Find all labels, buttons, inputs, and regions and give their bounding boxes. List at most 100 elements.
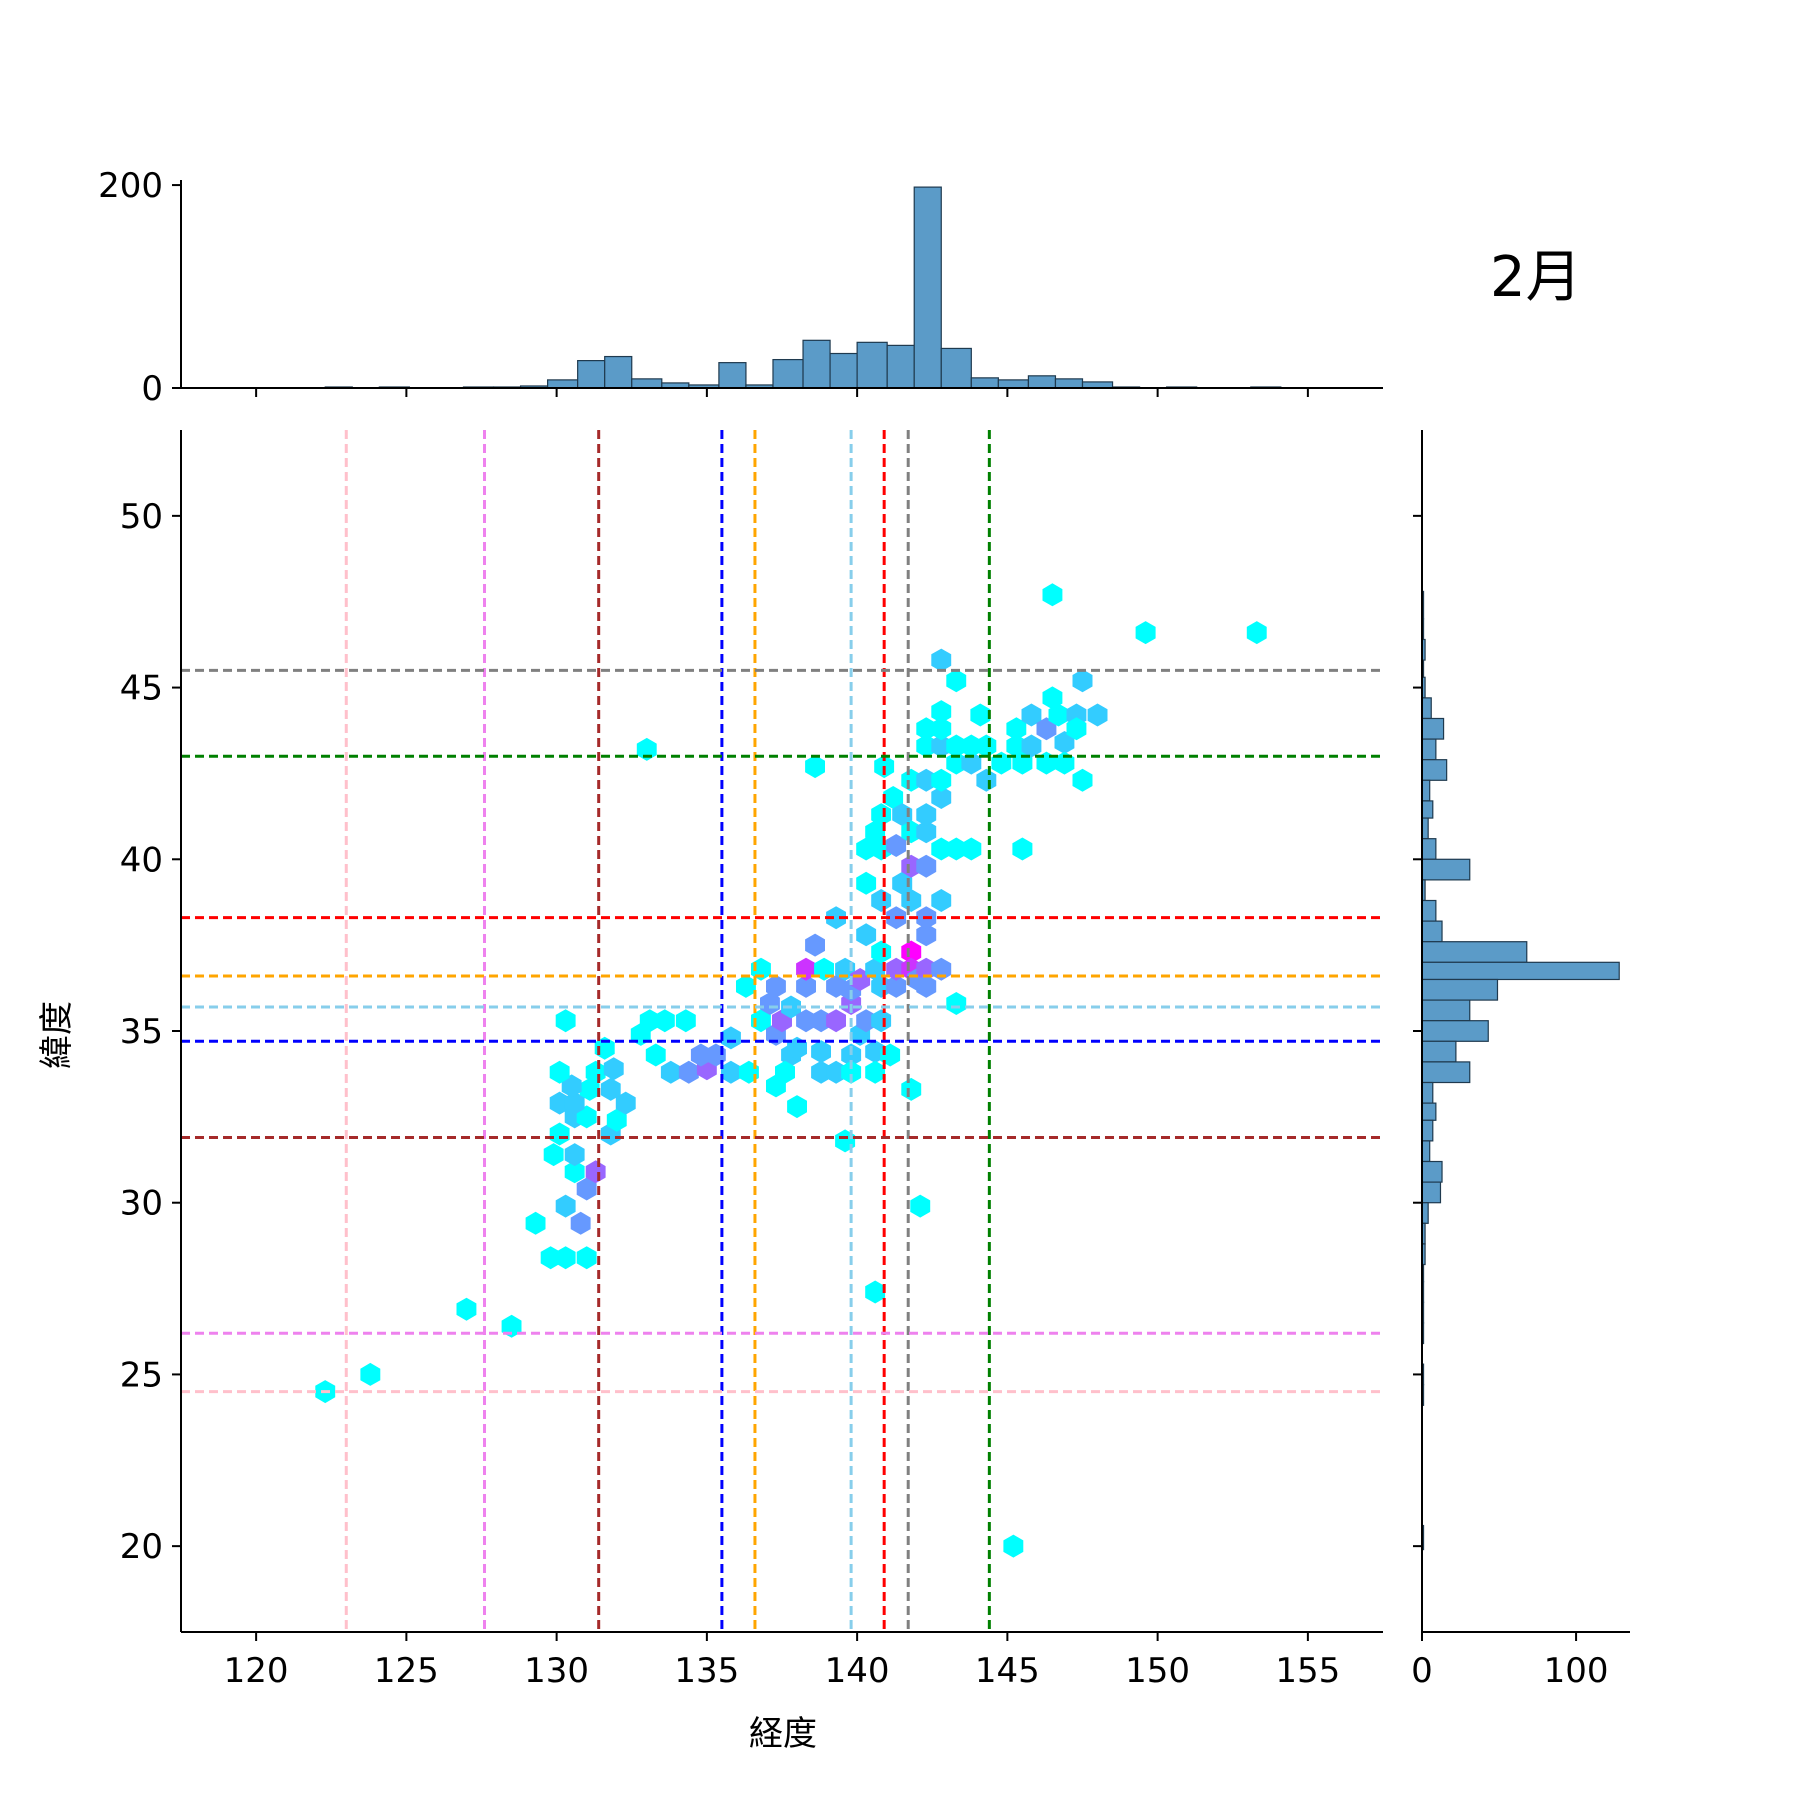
y-histogram-bar bbox=[1421, 858, 1471, 881]
y-histogram-bar bbox=[1421, 1061, 1471, 1084]
hexbin-cell bbox=[576, 1246, 597, 1270]
hexbin-cell bbox=[576, 1105, 597, 1129]
x-tick-label: 135 bbox=[674, 1651, 739, 1691]
hexbin-cell bbox=[841, 1060, 862, 1084]
hexbin-cell bbox=[600, 1077, 621, 1101]
y-histogram-bar bbox=[1421, 978, 1499, 1001]
hexbin-cell bbox=[976, 734, 997, 758]
y-histogram-bar bbox=[1421, 941, 1528, 963]
x-tick-label: 150 bbox=[1125, 1651, 1190, 1691]
hexbin-cell bbox=[1048, 703, 1069, 727]
x-histogram-bar bbox=[772, 358, 804, 389]
hexbin-cell bbox=[856, 1009, 877, 1033]
x-tick-label: 120 bbox=[224, 1651, 289, 1691]
hexbin-cell bbox=[1072, 768, 1093, 792]
hexbin-cell bbox=[865, 1280, 886, 1304]
x-histogram-bar bbox=[1027, 375, 1057, 389]
y-tick-label: 40 bbox=[120, 840, 163, 880]
hexbin-cell bbox=[564, 1091, 585, 1115]
x-histogram-bar bbox=[631, 378, 663, 389]
hexbin-cell bbox=[1003, 1534, 1024, 1558]
hexbin-cell bbox=[564, 1143, 585, 1167]
x-histogram-bar bbox=[1054, 378, 1084, 389]
x-tick-label: 155 bbox=[1275, 1651, 1340, 1691]
hexbin-cell bbox=[871, 889, 892, 912]
main-plot-area: 120 125 130 135 140 145 150 155 20 25 30 35 40 45 50 bbox=[120, 430, 1383, 1691]
y-tick-label: 35 bbox=[120, 1012, 163, 1052]
hexbin-cell bbox=[901, 768, 922, 792]
hexbin-cell bbox=[570, 1211, 591, 1235]
x-tick-label: 140 bbox=[825, 1651, 890, 1691]
hexbin-cell bbox=[660, 1060, 681, 1084]
hexbin-cell bbox=[901, 889, 922, 912]
y-hist-tick-label: 0 bbox=[1411, 1651, 1433, 1691]
y-histogram-bar bbox=[1421, 697, 1432, 720]
y-histogram-bar bbox=[1421, 920, 1443, 943]
hexbin-cell bbox=[931, 648, 952, 672]
hexbin-cell bbox=[555, 1009, 576, 1033]
hexbin-cell bbox=[540, 1246, 561, 1270]
y-axis-label: 緯度 bbox=[37, 1001, 77, 1069]
y-histogram-bar bbox=[1421, 1040, 1457, 1063]
hexbin-cell bbox=[675, 1009, 696, 1033]
y-tick-label: 30 bbox=[120, 1184, 163, 1224]
hexbin-cell bbox=[976, 768, 997, 792]
hexbin-cell bbox=[946, 992, 967, 1015]
x-histogram-bar bbox=[829, 352, 858, 389]
x-histogram-bar bbox=[913, 186, 942, 389]
hexbin-cell bbox=[916, 854, 937, 878]
hexbin-cell bbox=[946, 669, 967, 693]
hexbin-cell bbox=[805, 755, 825, 779]
hexbin-cell bbox=[585, 1060, 606, 1084]
hexbin-cell bbox=[606, 1108, 627, 1132]
hexbin-cell bbox=[871, 803, 892, 827]
hexbin-cell bbox=[543, 1143, 564, 1167]
hexbin-cell bbox=[826, 906, 846, 930]
hexbin-cell bbox=[892, 871, 913, 895]
y-histogram-bar bbox=[1421, 899, 1437, 922]
hexbin-cell bbox=[826, 1009, 846, 1033]
hexbin-cell bbox=[1087, 703, 1108, 727]
hexbin-cell bbox=[931, 734, 952, 758]
hexbin-cell bbox=[871, 837, 892, 861]
hexbin-cell bbox=[931, 786, 952, 809]
hexbin-cell bbox=[916, 820, 937, 844]
hexbin-cell bbox=[916, 717, 937, 741]
hexbin-cell bbox=[931, 768, 952, 792]
hexbin-cell bbox=[871, 1009, 892, 1033]
y-hist-tick-label: 100 bbox=[1544, 1651, 1609, 1691]
hexbin-cell bbox=[826, 974, 846, 998]
hexbin-cell bbox=[886, 834, 907, 857]
hexbin-cell bbox=[883, 786, 904, 809]
hexbin-cell bbox=[946, 734, 967, 758]
hexbin-cell bbox=[970, 703, 991, 727]
hexbin-cell bbox=[1021, 734, 1042, 758]
hexbin-cell bbox=[525, 1211, 546, 1235]
x-histogram-bar bbox=[604, 355, 633, 389]
hexbin-cell bbox=[1042, 583, 1063, 607]
hexbin-cell bbox=[865, 820, 886, 844]
hexbin-cell bbox=[961, 837, 982, 861]
hexbin-cell bbox=[1036, 717, 1057, 741]
y-tick-label: 25 bbox=[120, 1355, 163, 1395]
x-histogram-bar bbox=[970, 377, 999, 389]
hexbin-cell bbox=[1021, 703, 1042, 727]
hexbin-cell bbox=[1042, 686, 1063, 710]
hexbin-cell bbox=[555, 1194, 576, 1218]
hexbin-cell bbox=[931, 700, 952, 724]
hexbin-cell bbox=[931, 837, 952, 861]
hexbin-cell bbox=[856, 837, 877, 861]
hexbin-cell bbox=[678, 1060, 699, 1084]
y-tick-label: 50 bbox=[120, 497, 163, 537]
hexbin-cell bbox=[916, 974, 937, 998]
hexbin-cell bbox=[901, 854, 922, 878]
hexbin-cell bbox=[805, 933, 825, 957]
x-histogram-bar bbox=[886, 344, 915, 389]
hexbin-cell bbox=[654, 1009, 675, 1033]
y-histogram-bar bbox=[1421, 800, 1434, 819]
y-histogram-bar bbox=[1421, 1102, 1437, 1121]
hexbin-cell bbox=[639, 1009, 660, 1033]
x-histogram-bar bbox=[547, 379, 579, 389]
hexbin-cell bbox=[1012, 837, 1033, 861]
x-histogram-bar bbox=[856, 341, 888, 389]
